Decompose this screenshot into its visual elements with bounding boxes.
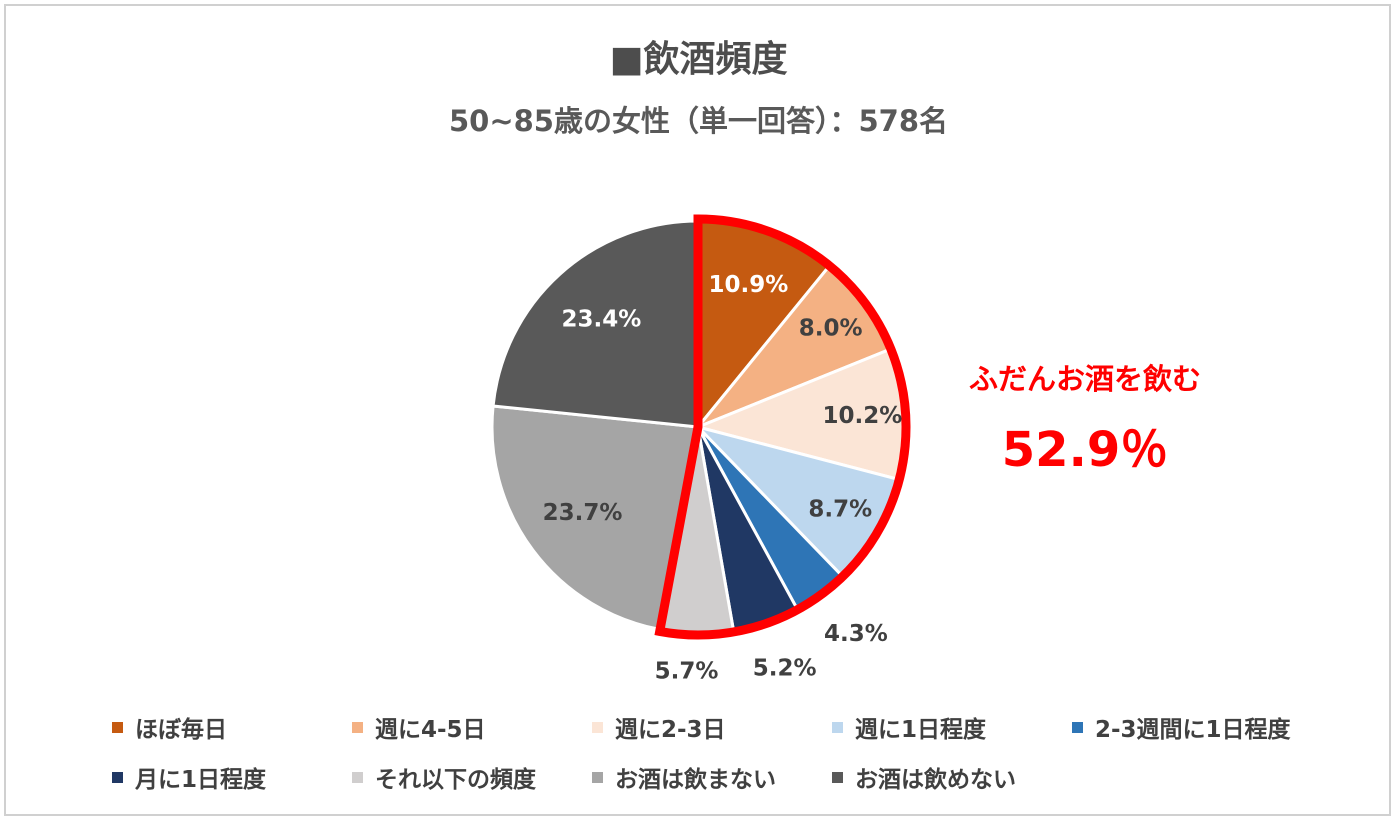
legend-swatch (832, 771, 843, 783)
slice-data-label: 5.2% (753, 655, 817, 681)
legend-label: 週に2-3日 (615, 717, 726, 743)
legend-item: 週に1日程度 (832, 710, 986, 744)
chart-subtitle: 50~85歳の女性（単一回答）：578名 (448, 104, 949, 138)
slice-data-label: 4.3% (824, 621, 888, 647)
legend-item: 月に1日程度 (112, 760, 266, 794)
legend-item: 2-3週間に1日程度 (1072, 710, 1291, 744)
slice-labels: 10.9% 8.0% 10.2% 8.7% 4.3% 5.2% 5.7% 23.7% 23.4% (543, 272, 903, 685)
legend-item: それ以下の頻度 (352, 760, 536, 794)
legend-label: 月に1日程度 (135, 767, 267, 793)
legend-label: 週に4-5日 (375, 717, 486, 743)
highlight-value: 52.9％ (1001, 422, 1169, 478)
highlight-label: ふだんお酒を飲む (968, 362, 1201, 396)
slice-data-label: 23.7% (543, 500, 623, 526)
legend-swatch (1072, 721, 1083, 733)
pie-slice (491, 219, 700, 429)
legend-label: お酒は飲めない (855, 767, 1016, 793)
legend-label: ほぼ毎日 (135, 717, 227, 743)
legend-swatch (832, 721, 843, 733)
slice-data-label: 23.4% (561, 306, 641, 332)
slice-data-label: 10.9% (709, 272, 789, 298)
legend-swatch (592, 721, 603, 733)
legend-label: お酒は飲まない (615, 767, 776, 793)
legend-item: お酒は飲めない (832, 760, 1016, 794)
pie-slice (490, 404, 700, 632)
legend-label: 2-3週間に1日程度 (1095, 717, 1291, 743)
legend-item: 週に4-5日 (352, 710, 486, 744)
highlight-outline (654, 214, 911, 640)
legend-label: それ以下の頻度 (375, 767, 536, 793)
legend-swatch (592, 771, 603, 783)
legend-label: 週に1日程度 (855, 717, 987, 743)
slice-data-label: 8.0% (799, 316, 863, 342)
slice-data-label: 5.7% (655, 658, 719, 684)
legend-swatch (352, 721, 363, 733)
legend-swatch (352, 771, 363, 783)
legend-item: ほぼ毎日 (112, 710, 227, 744)
legend-item: お酒は飲まない (592, 760, 776, 794)
slice-data-label: 10.2% (823, 403, 903, 429)
legend-swatch (112, 771, 123, 783)
slice-data-label: 8.7% (808, 497, 872, 523)
legend-swatch (112, 721, 123, 733)
legend-item: 週に2-3日 (592, 710, 726, 744)
chart-title: ■飲酒頻度 (609, 39, 788, 80)
